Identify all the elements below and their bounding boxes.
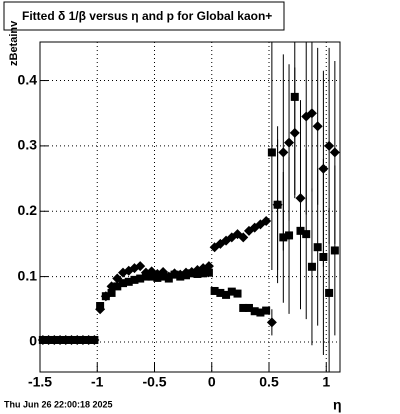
square-marker xyxy=(307,262,316,271)
y-axis-label: zBetainv xyxy=(8,20,20,66)
square-marker xyxy=(244,303,253,312)
square-marker xyxy=(256,308,265,317)
square-marker xyxy=(222,290,231,299)
square-marker xyxy=(273,200,282,209)
square-marker xyxy=(119,279,128,288)
diamond-marker xyxy=(135,261,146,272)
x-tick-label: 1 xyxy=(322,374,330,390)
square-marker xyxy=(210,286,219,295)
diamond-marker xyxy=(261,216,272,227)
diamond-marker xyxy=(266,317,277,328)
x-tick-label: 0.5 xyxy=(259,374,279,390)
x-tick-label: 0 xyxy=(208,374,216,390)
diamond-marker xyxy=(324,140,335,151)
footer: Thu Jun 26 22:00:18 2025 xyxy=(4,399,113,409)
x-tick-label: -1.5 xyxy=(28,374,52,390)
diamond-marker xyxy=(312,121,323,132)
title-box xyxy=(3,1,285,31)
square-marker xyxy=(313,243,322,252)
diamond-marker xyxy=(278,147,289,158)
square-marker xyxy=(124,277,133,286)
diamond-marker xyxy=(249,222,260,233)
square-marker xyxy=(38,335,47,344)
square-marker xyxy=(290,92,299,101)
square-marker xyxy=(330,246,339,255)
chart-title: Fitted δ 1/β versus η and p for Global k… xyxy=(22,9,272,23)
square-marker xyxy=(267,148,276,157)
square-marker xyxy=(262,306,271,315)
square-marker xyxy=(227,287,236,296)
square-marker xyxy=(164,274,173,283)
diamond-marker xyxy=(284,137,295,148)
x-axis-label: η xyxy=(333,397,342,413)
square-marker xyxy=(199,269,208,278)
square-marker xyxy=(107,288,116,297)
x-tick-label: -0.5 xyxy=(142,374,166,390)
x-tick-label: -1 xyxy=(91,374,104,390)
square-marker xyxy=(78,335,87,344)
y-tick-label: 0.4 xyxy=(18,71,38,87)
square-marker xyxy=(56,335,65,344)
square-marker xyxy=(285,231,294,240)
diamond-marker xyxy=(238,232,249,243)
square-marker xyxy=(170,270,179,279)
square-marker xyxy=(159,272,168,281)
square-marker xyxy=(67,335,76,344)
square-marker xyxy=(44,335,53,344)
square-marker xyxy=(319,252,328,261)
square-marker xyxy=(84,335,93,344)
y-tick-label: 0.2 xyxy=(18,202,38,218)
y-tick-label: 0 xyxy=(29,333,37,349)
diamond-marker xyxy=(306,108,317,119)
square-marker xyxy=(279,233,288,242)
square-marker xyxy=(204,268,213,277)
square-marker xyxy=(101,292,110,301)
square-marker xyxy=(176,272,185,281)
square-marker xyxy=(90,335,99,344)
plot-frame xyxy=(39,41,341,373)
square-marker xyxy=(153,273,162,282)
square-marker xyxy=(187,269,196,278)
diamond-marker xyxy=(203,261,214,272)
y-tick-label: 0.1 xyxy=(18,267,38,283)
y-tick-label: 0.3 xyxy=(18,137,38,153)
square-marker xyxy=(193,269,202,278)
square-marker xyxy=(73,335,82,344)
square-marker xyxy=(61,335,70,344)
square-marker xyxy=(302,230,311,239)
diamond-marker xyxy=(118,267,129,278)
square-marker xyxy=(147,272,156,281)
square-marker xyxy=(216,288,225,297)
square-marker xyxy=(141,272,150,281)
square-marker xyxy=(96,302,105,310)
square-marker xyxy=(296,226,305,235)
square-marker xyxy=(239,303,248,312)
diamond-marker xyxy=(329,147,340,158)
square-marker xyxy=(250,307,259,316)
square-marker xyxy=(50,335,59,344)
square-marker xyxy=(325,288,334,297)
square-marker xyxy=(130,275,139,284)
square-marker xyxy=(136,274,145,283)
square-marker xyxy=(233,289,242,298)
square-marker xyxy=(181,271,190,280)
square-marker xyxy=(113,282,122,291)
